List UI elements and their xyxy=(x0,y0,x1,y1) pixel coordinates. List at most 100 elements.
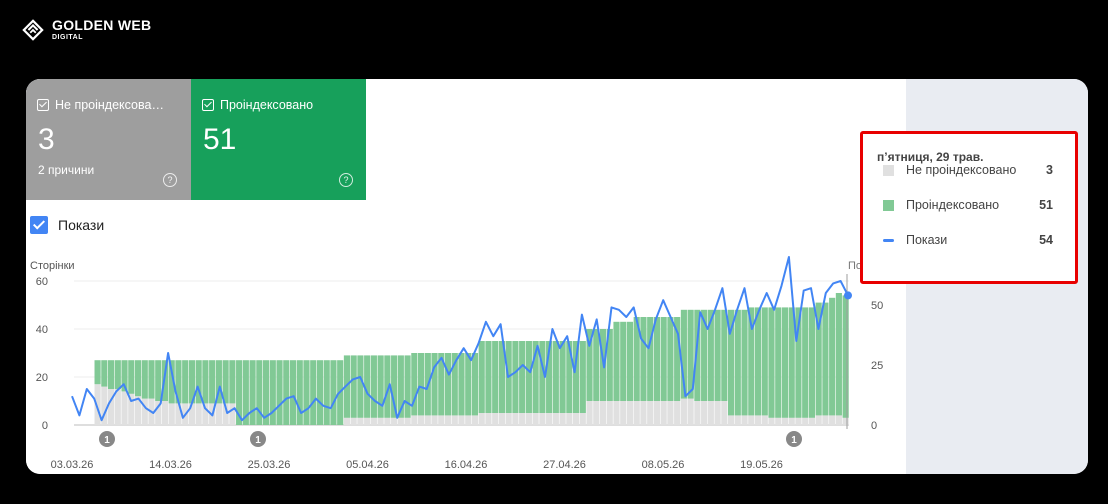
x-tick-label: 08.05.26 xyxy=(642,459,685,471)
brand-name: GOLDEN WEB xyxy=(52,17,152,33)
bar-indexed xyxy=(283,360,290,425)
bar-not-indexed xyxy=(546,413,553,425)
bar-indexed xyxy=(182,360,189,404)
bar-indexed xyxy=(714,309,721,401)
bar-not-indexed xyxy=(492,413,499,425)
tile-indexed[interactable]: Проіндексовано 51 ? xyxy=(191,79,366,200)
bar-indexed xyxy=(107,360,115,389)
brand-sub: DIGITAL xyxy=(52,34,83,41)
bar-indexed xyxy=(229,360,236,404)
bar-not-indexed xyxy=(748,415,755,425)
bar-not-indexed xyxy=(633,401,640,425)
bar-indexed xyxy=(330,360,337,425)
bar-indexed xyxy=(586,329,593,401)
bar-not-indexed xyxy=(586,401,593,425)
bar-indexed xyxy=(539,341,546,413)
bar-indexed xyxy=(835,293,842,416)
bar-indexed xyxy=(289,360,297,425)
bar-not-indexed xyxy=(701,401,708,425)
bar-indexed xyxy=(707,309,714,401)
bar-indexed xyxy=(175,360,182,404)
bar-not-indexed xyxy=(417,415,425,425)
bar-not-indexed xyxy=(222,403,229,425)
bar-indexed xyxy=(701,309,708,401)
bar-indexed xyxy=(485,341,492,413)
bar-indexed xyxy=(134,360,142,397)
bar-not-indexed xyxy=(202,403,209,425)
bar-not-indexed xyxy=(680,398,687,425)
bar-not-indexed xyxy=(155,401,162,425)
y-tick-label: 20 xyxy=(36,372,48,384)
bar-indexed xyxy=(202,360,209,404)
bar-not-indexed xyxy=(444,415,452,425)
bar-indexed xyxy=(269,360,276,425)
hover-dot xyxy=(844,291,852,300)
annotation-label: 1 xyxy=(104,435,110,446)
bar-indexed xyxy=(640,317,647,401)
bar-indexed xyxy=(195,360,202,404)
bar-indexed xyxy=(236,360,243,425)
bar-not-indexed xyxy=(802,417,809,425)
y-tick-label: 60 xyxy=(36,276,48,288)
bar-not-indexed xyxy=(788,417,795,425)
bar-not-indexed xyxy=(714,401,721,425)
bar-not-indexed xyxy=(775,417,782,425)
bar-indexed xyxy=(262,360,270,425)
bar-indexed xyxy=(572,341,580,413)
impressions-toggle[interactable]: Покази xyxy=(30,216,104,234)
checkbox-checked-icon[interactable] xyxy=(30,216,48,234)
bar-not-indexed xyxy=(727,415,735,425)
bar-indexed xyxy=(842,295,849,418)
help-icon[interactable]: ? xyxy=(163,173,177,187)
bar-indexed xyxy=(316,360,324,425)
bar-indexed xyxy=(276,360,283,425)
bar-not-indexed xyxy=(478,413,485,425)
bar-not-indexed xyxy=(94,384,101,425)
bar-indexed xyxy=(256,360,263,425)
bar-not-indexed xyxy=(498,413,506,425)
bar-indexed xyxy=(808,307,816,418)
checkbox-icon[interactable] xyxy=(37,99,49,111)
bar-not-indexed xyxy=(781,417,789,425)
bar-not-indexed xyxy=(606,401,613,425)
bar-indexed xyxy=(155,360,162,401)
bar-indexed xyxy=(357,355,364,418)
bar-not-indexed xyxy=(161,401,169,425)
bar-not-indexed xyxy=(822,415,829,425)
tooltip-row: Покази 54 xyxy=(883,232,1053,248)
bar-indexed xyxy=(438,353,445,416)
bar-indexed xyxy=(788,307,795,418)
report-frame: Не проіндексова… 3 2 причини ? Проіндекс… xyxy=(26,79,1088,474)
chart: Сторінки6040200Покази5025011103.03.2614.… xyxy=(30,256,884,471)
bar-not-indexed xyxy=(195,403,202,425)
bar-indexed xyxy=(829,297,836,416)
annotation-marker xyxy=(786,431,802,447)
bar-indexed xyxy=(242,360,249,425)
help-icon[interactable]: ? xyxy=(339,173,353,187)
bar-indexed xyxy=(465,353,472,416)
bar-indexed xyxy=(397,355,404,418)
x-tick-label: 03.03.26 xyxy=(51,459,94,471)
bar-indexed xyxy=(741,309,748,416)
bar-indexed xyxy=(727,309,735,416)
bar-not-indexed xyxy=(505,413,512,425)
bar-indexed xyxy=(323,360,330,425)
bar-not-indexed xyxy=(364,417,371,425)
tile-not-indexed[interactable]: Не проіндексова… 3 2 причини ? xyxy=(26,79,191,200)
tooltip-label: Покази xyxy=(906,233,948,247)
tile-value: 51 xyxy=(203,123,237,156)
bar-not-indexed xyxy=(114,389,121,425)
brand: GOLDEN WEB DIGITAL xyxy=(22,18,151,41)
bar-not-indexed xyxy=(465,415,472,425)
impressions-line xyxy=(71,256,849,422)
bar-indexed xyxy=(148,360,155,399)
tooltip-label: Не проіндексовано xyxy=(906,163,1017,177)
y2-tick-label: 25 xyxy=(871,360,883,372)
bar-not-indexed xyxy=(829,415,836,425)
legend-swatch xyxy=(883,238,894,242)
tile-label: Проіндексовано xyxy=(220,98,314,112)
bar-not-indexed xyxy=(653,401,661,425)
checkbox-icon[interactable] xyxy=(202,99,214,111)
bar-indexed xyxy=(364,355,371,418)
bar-indexed xyxy=(754,307,762,416)
